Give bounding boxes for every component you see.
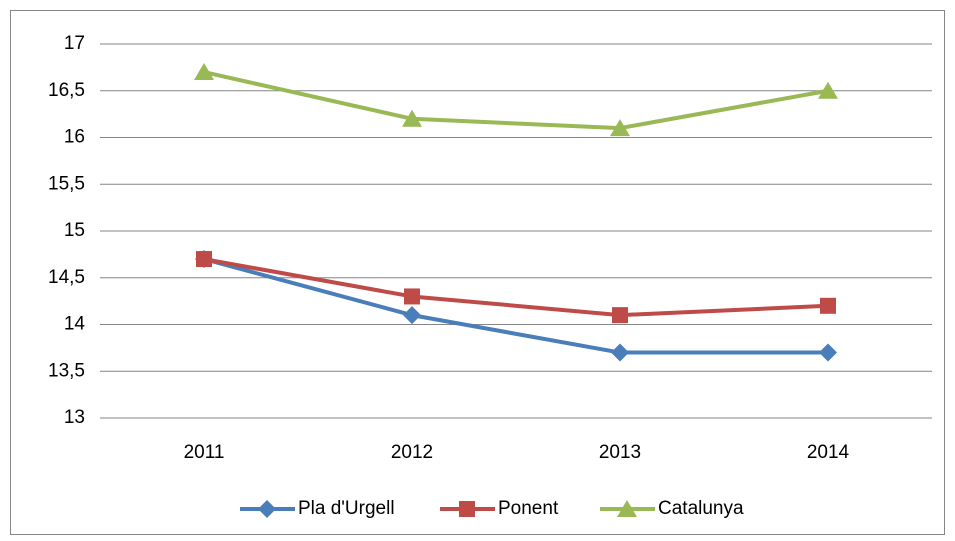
series-line <box>203 70 829 131</box>
x-tick-label: 2013 <box>599 442 641 463</box>
y-tick-label: 16 <box>64 127 85 148</box>
data-point <box>194 63 214 81</box>
series-line <box>203 257 829 318</box>
data-point <box>402 109 422 127</box>
y-tick-label: 14 <box>64 314 86 335</box>
y-tick-label: 17 <box>64 33 85 54</box>
y-tick-label: 13,5 <box>48 360 85 381</box>
x-tick-label: 2012 <box>391 442 433 463</box>
data-point <box>404 288 420 305</box>
data-point <box>820 297 836 314</box>
legend-marker <box>617 500 637 517</box>
y-tick-label: 14,5 <box>48 267 85 288</box>
chart-frame <box>10 10 945 535</box>
series-line <box>203 257 828 355</box>
y-tick-label: 15 <box>64 220 85 241</box>
legend-label: Catalunya <box>658 498 744 519</box>
data-point <box>612 307 628 324</box>
data-point <box>819 343 837 362</box>
x-tick-label: 2014 <box>807 442 850 463</box>
data-point <box>610 119 630 137</box>
y-tick-label: 13 <box>64 407 85 428</box>
y-tick-label: 15,5 <box>48 173 85 194</box>
data-point <box>196 251 212 268</box>
data-point <box>818 81 838 99</box>
legend-label: Ponent <box>498 498 559 519</box>
data-point <box>611 343 629 362</box>
legend-label: Pla d'Urgell <box>298 498 395 519</box>
y-tick-label: 16,5 <box>48 80 85 101</box>
x-tick-label: 2011 <box>184 442 225 463</box>
legend-marker <box>258 500 276 518</box>
data-point <box>403 306 421 325</box>
legend-marker <box>459 501 475 517</box>
